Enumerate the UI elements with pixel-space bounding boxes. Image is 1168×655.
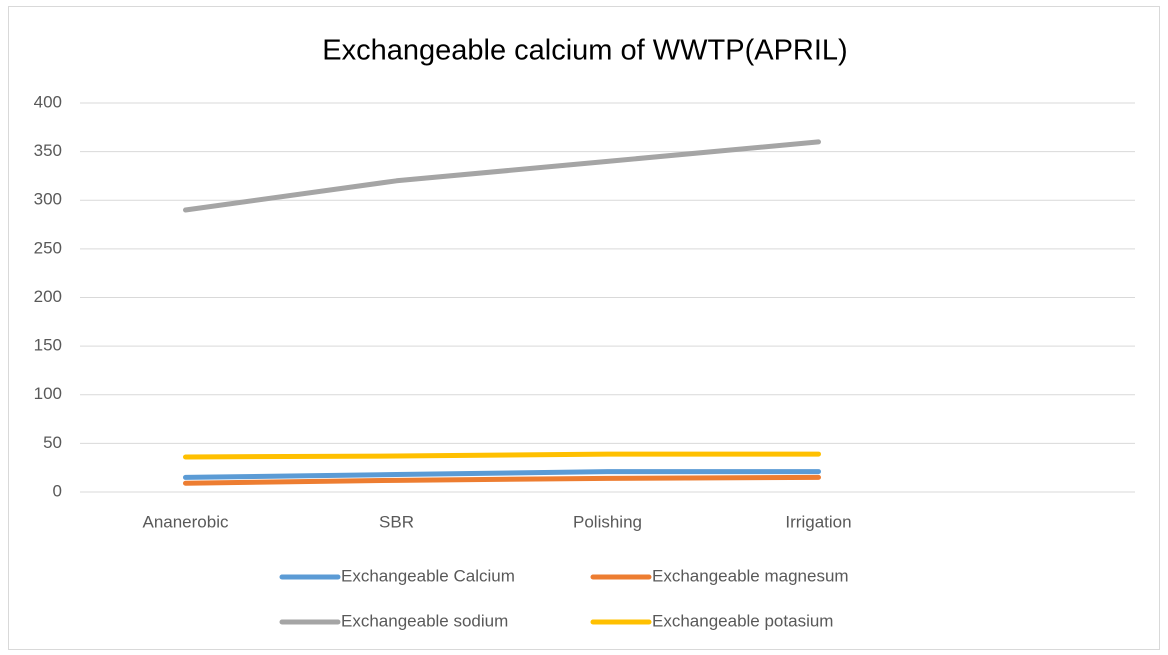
x-tick-label: Polishing (573, 512, 642, 531)
legend-label: Exchangeable potasium (652, 611, 833, 630)
y-tick-label: 150 (34, 336, 62, 355)
y-tick-label: 250 (34, 238, 62, 257)
y-tick-label: 200 (34, 287, 62, 306)
series-line (183, 139, 821, 213)
legend-label: Exchangeable sodium (341, 611, 508, 630)
series-line (183, 469, 821, 480)
y-tick-label: 50 (43, 433, 62, 452)
chart-frame (8, 6, 1160, 650)
chart-title: Exchangeable calcium of WWTP(APRIL) (322, 35, 847, 67)
x-tick-label: SBR (379, 512, 414, 531)
y-tick-label: 300 (34, 190, 62, 209)
y-tick-label: 400 (34, 92, 62, 111)
x-tick-label: Ananerobic (142, 512, 229, 531)
y-tick-label: 100 (34, 384, 62, 403)
legend-label: Exchangeable magnesum (652, 566, 849, 585)
series-line (183, 474, 821, 486)
series-line (183, 451, 821, 460)
x-tick-label: Irrigation (785, 512, 851, 531)
legend-label: Exchangeable Calcium (341, 566, 515, 585)
y-tick-label: 350 (34, 141, 62, 160)
y-tick-label: 0 (53, 481, 62, 500)
